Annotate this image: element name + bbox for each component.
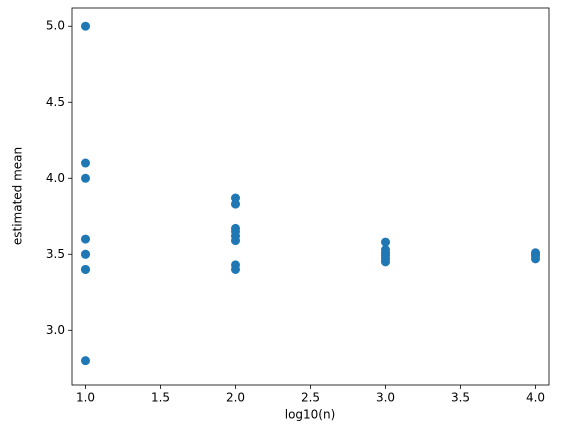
point xyxy=(81,249,90,259)
y-tick-label: 4.5 xyxy=(46,95,65,109)
y-axis-label: estimated mean xyxy=(11,147,25,245)
point xyxy=(81,158,90,168)
point xyxy=(381,237,390,247)
point xyxy=(231,199,240,209)
x-tick-label: 2.5 xyxy=(301,391,320,405)
y-tick-label: 5.0 xyxy=(46,19,65,33)
x-axis-label: log10(n) xyxy=(285,408,336,422)
point xyxy=(231,236,240,246)
point xyxy=(81,234,90,244)
point xyxy=(231,264,240,274)
plot-frame xyxy=(71,7,550,386)
point xyxy=(381,257,390,267)
x-tick-label: 1.5 xyxy=(151,391,170,405)
y-tick-label: 3.0 xyxy=(46,323,65,337)
point xyxy=(81,173,90,183)
x-tick-label: 4.0 xyxy=(526,391,545,405)
point xyxy=(81,264,90,274)
x-tick-label: 3.0 xyxy=(376,391,395,405)
y-tick-label: 4.0 xyxy=(46,171,65,185)
x-tick-label: 3.5 xyxy=(451,391,470,405)
point xyxy=(81,21,90,31)
x-tick-label: 2.0 xyxy=(226,391,245,405)
point xyxy=(81,356,90,366)
x-tick-label: 1.0 xyxy=(76,391,95,405)
y-tick-label: 3.5 xyxy=(46,247,65,261)
point xyxy=(531,254,540,264)
